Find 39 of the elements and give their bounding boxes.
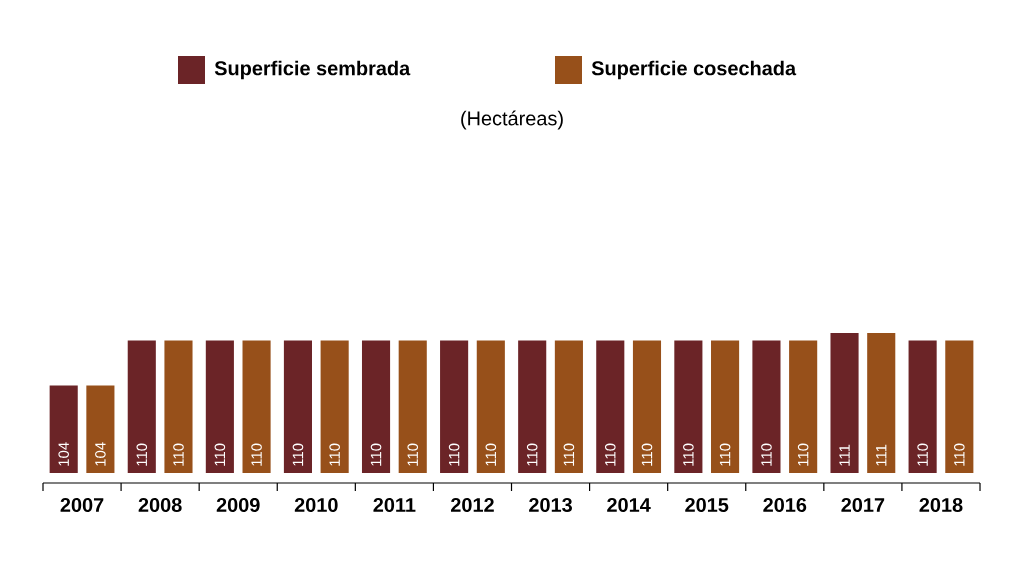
data-label: 110 [797,443,809,466]
x-tick-label: 2012 [450,497,494,513]
x-tick-label: 2011 [373,497,416,513]
data-label: 110 [954,443,965,466]
data-label: 110 [761,443,772,466]
data-label: 110 [719,443,731,466]
x-tick-label: 2008 [138,497,182,513]
data-label: 110 [641,443,653,466]
x-tick-label: 2010 [294,497,338,513]
x-tick-label: 2013 [529,497,572,513]
data-label: 110 [173,443,184,466]
data-label: 110 [329,443,340,466]
data-label: 110 [604,443,616,466]
data-label: 104 [58,442,69,466]
data-label: 110 [370,443,382,466]
x-tick-label: 2009 [216,497,260,513]
data-label: 111 [876,444,887,466]
legend-label: Superficie sembrada [214,60,411,80]
data-label: 110 [683,443,694,466]
data-label: 110 [251,443,262,466]
data-label: 104 [95,442,106,466]
data-label: 110 [917,443,928,466]
x-tick-label: 2018 [919,497,963,513]
data-label: 110 [407,443,419,466]
x-tick-label: 2016 [763,497,807,513]
data-label: 110 [136,443,148,466]
data-label: 110 [526,443,538,466]
data-label: 110 [563,443,575,466]
data-label: 111 [839,444,850,466]
x-tick-label: 2014 [607,497,651,513]
chart-subtitle: (Hectáreas) [461,110,563,130]
data-label: 110 [485,443,497,466]
data-label: 110 [448,443,460,466]
x-tick-label: 2007 [60,497,104,513]
data-label: 110 [214,443,226,466]
x-tick-label: 2017 [841,497,885,513]
data-label: 110 [292,443,304,466]
legend-label: Superficie cosechada [591,60,797,80]
x-tick-label: 2015 [685,497,729,513]
